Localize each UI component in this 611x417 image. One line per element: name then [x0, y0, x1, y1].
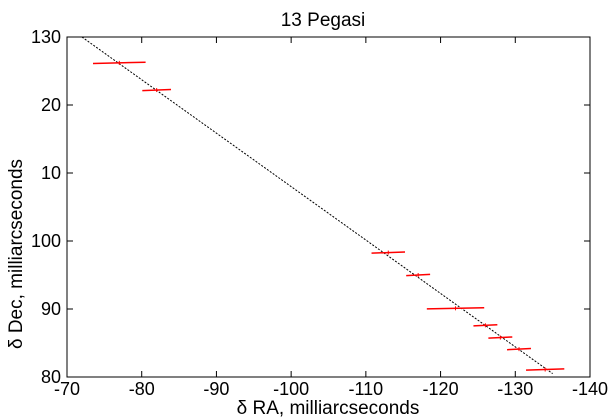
x-tick-label: -70 [54, 379, 80, 399]
x-tick-label: -110 [349, 379, 384, 399]
y-tick-label: 100 [31, 231, 61, 251]
y-tick-label: 10 [41, 163, 61, 183]
fit-line [81, 36, 553, 375]
x-tick-label: -130 [497, 379, 533, 399]
y-axis-label: δ Dec, milliarcseconds [6, 159, 27, 349]
y-tick-label: 80 [41, 367, 61, 387]
y-tick-label: 130 [31, 27, 61, 47]
y-tick-label: 90 [41, 299, 61, 319]
plot-area: -70 -80 -90 -100 -110 -120 -130 -140 80 90 100 10 20… [31, 27, 608, 399]
x-tick-label: -120 [423, 379, 459, 399]
x-tick-label: -80 [129, 379, 155, 399]
x-tick-label: -90 [203, 379, 229, 399]
x-tick-label: -140 [572, 379, 608, 399]
chart-title: 13 Pegasi [281, 10, 366, 31]
x-axis-label: δ RA, milliarcseconds [237, 398, 420, 417]
x-tick-label: -100 [273, 379, 309, 399]
plot-frame [66, 36, 591, 378]
y-tick-label: 20 [41, 95, 61, 115]
